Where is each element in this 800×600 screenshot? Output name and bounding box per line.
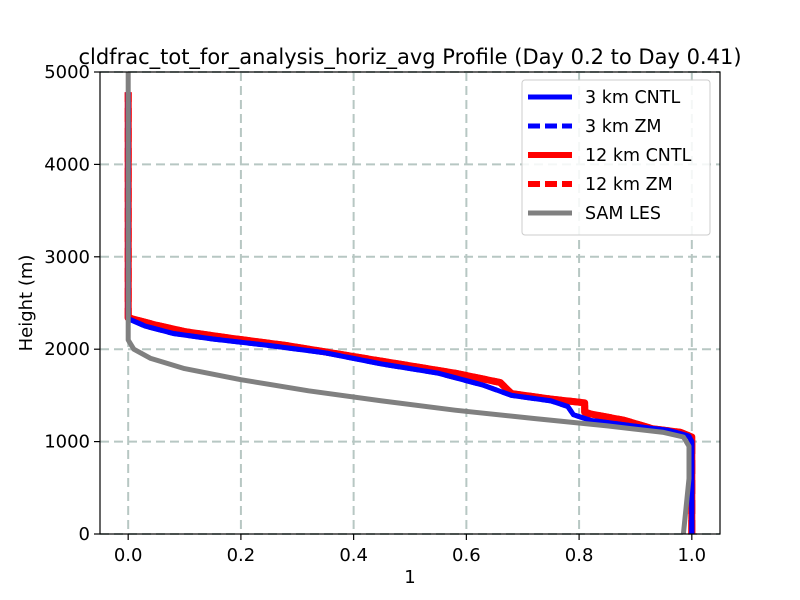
x-tick-label: 0.8 (565, 545, 594, 566)
legend-label: SAM LES (585, 204, 661, 224)
data-series (124, 72, 696, 535)
legend-label: 3 km CNTL (585, 88, 680, 108)
y-tick-label: 4000 (44, 154, 90, 175)
y-tick-label: 1000 (44, 432, 90, 453)
legend: 3 km CNTL 3 km ZM 12 km CNTL 12 km ZM SAM LE… (521, 79, 711, 236)
legend-box (521, 79, 711, 236)
series-line-sam-les (125, 72, 692, 535)
legend-label: 12 km ZM (585, 175, 673, 195)
y-tick-label: 5000 (44, 62, 90, 83)
y-tick-label: 3000 (44, 247, 90, 268)
x-tick-label: 0.6 (452, 545, 481, 566)
legend-label: 12 km CNTL (585, 146, 692, 166)
y-tick-label: 0 (79, 524, 90, 545)
x-tick-label: 0.0 (114, 545, 143, 566)
axis-ticks: 0.0 0.2 0.4 0.6 0.8 1.0 0 1000 2000 3000 4000 5000 (44, 62, 706, 566)
legend-label: 3 km ZM (585, 117, 662, 137)
x-axis-title: 1 (404, 567, 415, 588)
x-tick-label: 0.2 (227, 545, 256, 566)
series-line-3-km-zm (125, 92, 695, 534)
x-tick-label: 1.0 (677, 545, 706, 566)
plot-frame (99, 71, 721, 535)
x-tick-label: 0.4 (339, 545, 368, 566)
y-axis-title: Height (m) (16, 255, 37, 352)
y-tick-label: 2000 (44, 339, 90, 360)
chart-title: cldfrac_tot_for_analysis_horiz_avg Profi… (78, 45, 741, 70)
